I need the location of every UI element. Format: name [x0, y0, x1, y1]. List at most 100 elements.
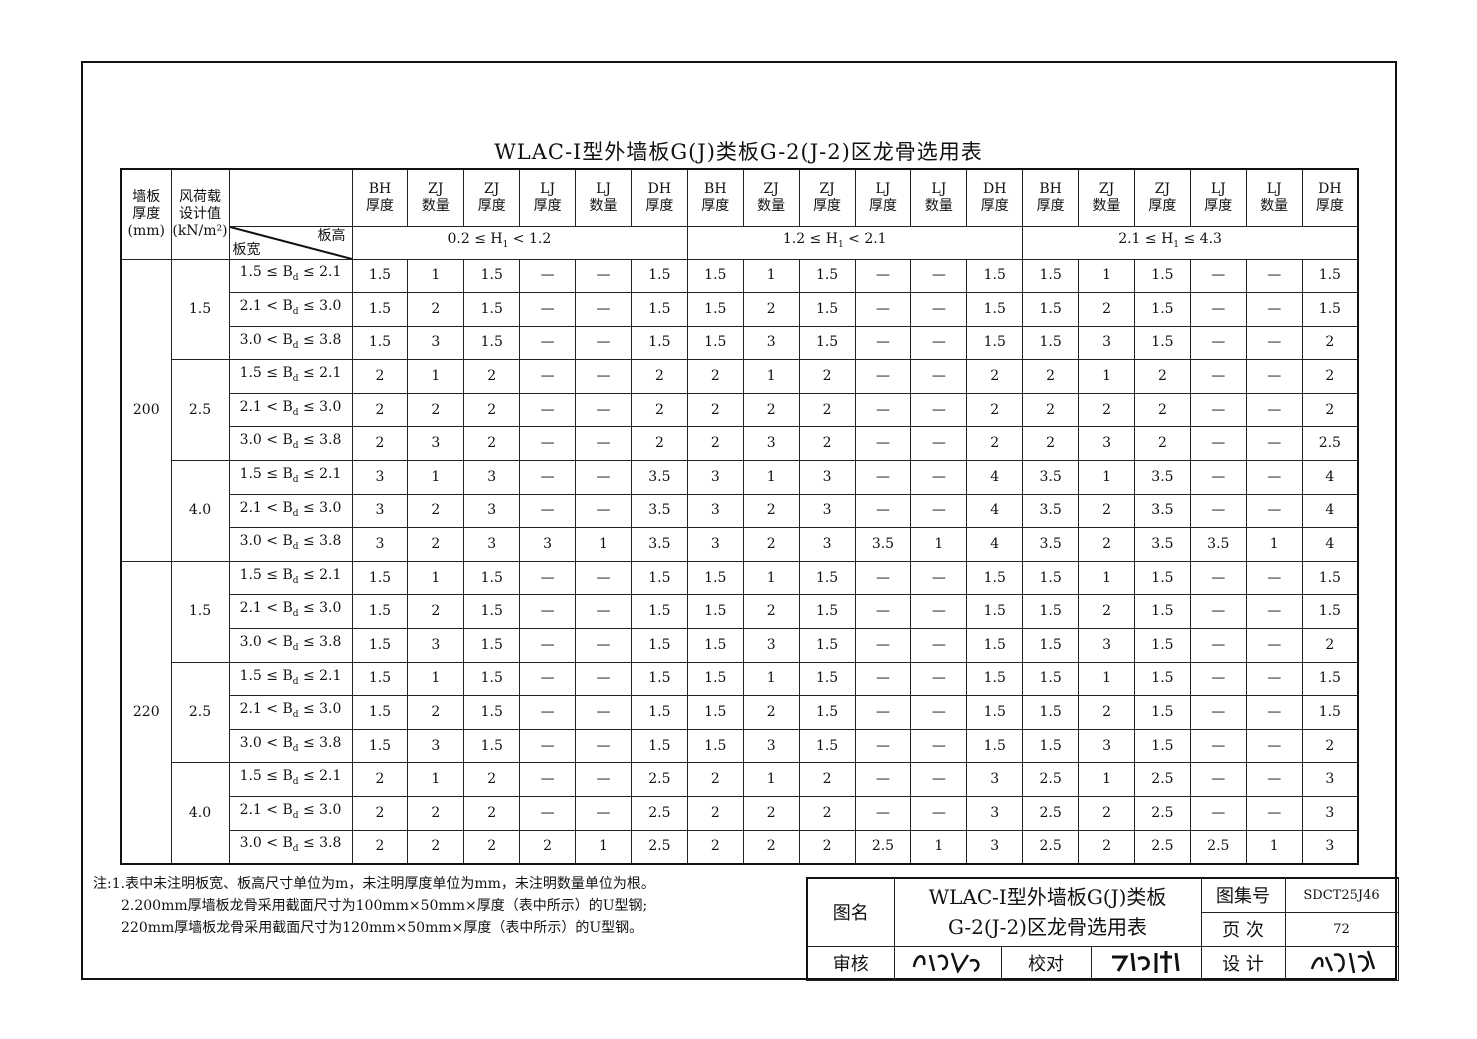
range-post: ≤ 2.1 [298, 264, 342, 281]
width-range-cell: 3.0 < Bd ≤ 3.8 [228, 628, 353, 663]
wall-thickness-cell: 200 [120, 258, 172, 562]
wind-load-cell: 1.5 [170, 560, 230, 663]
check-label: 校对 [1000, 945, 1092, 981]
value-cell: — [854, 762, 912, 797]
drawing-frame [81, 61, 1397, 980]
note-2: 2.200mm厚墙板龙骨采用截面尺寸为100mm×50mm×厚度（表中所示）的U… [121, 898, 648, 914]
range-post: ≤ 2.1 [298, 566, 342, 583]
wall-thickness-header: 墙板 厚度 (mm) [120, 168, 172, 260]
value-cell: — [910, 392, 968, 428]
value-cell: — [1245, 493, 1303, 529]
value-cell: 1 [1245, 829, 1303, 865]
range-pre: 0.2 ≤ H [447, 231, 503, 248]
value-cell: 2 [407, 493, 465, 529]
range-sub: 1 [1173, 239, 1180, 250]
range-pre: 2.1 < B [239, 398, 293, 415]
range-post: ≤ 3.8 [298, 533, 342, 550]
value-cell: 3 [686, 493, 744, 529]
table-row: 2.1 < Bd ≤ 3.0 1.5 2 1.5— —1.5 1.5 2 1.5— —1.5 1.… [121, 695, 1359, 730]
value-cell: 2 [1078, 829, 1135, 865]
value-cell: — [519, 426, 577, 462]
width-range-cell: 3.0 < Bd ≤ 3.8 [228, 426, 353, 462]
value-cell: 1.5 [463, 292, 521, 327]
value-cell: — [910, 426, 968, 462]
value-cell: 3.5 [1133, 527, 1191, 562]
value-cell: 2 [742, 829, 800, 865]
value-cell: 1.5 [798, 258, 856, 294]
value-cell: 1.5 [798, 661, 856, 697]
value-cell: 1.5 [1133, 628, 1191, 663]
value-cell: 2 [1301, 325, 1359, 361]
column-header: DH 厚度 [1301, 168, 1359, 227]
value-cell: — [1245, 560, 1303, 596]
column-header: LJ 数量 [575, 168, 632, 227]
range-pre: 1.5 ≤ B [239, 365, 293, 382]
value-cell: 4 [966, 493, 1024, 529]
column-header: ZJ 厚度 [463, 168, 521, 227]
value-cell: 3 [407, 728, 465, 764]
value-cell: 1.5 [1022, 695, 1080, 730]
value-cell: 1 [742, 661, 800, 697]
value-cell: 3 [407, 325, 465, 361]
column-code: LJ [540, 180, 556, 197]
value-cell: 2 [798, 762, 856, 797]
value-cell: 1.5 [1022, 594, 1080, 630]
range-pre: 3.0 < B [239, 533, 293, 550]
value-cell: — [519, 560, 577, 596]
value-cell: 2 [686, 359, 744, 394]
value-cell: 3.5 [1133, 460, 1191, 495]
column-attr: 数量 [1260, 197, 1289, 214]
design-signature [1284, 945, 1399, 981]
value-cell: — [1189, 426, 1247, 462]
table-row: 3.0 < Bd ≤ 3.8 2 2 2 2 1 2.5 2 2 2 2.5 1 3 2.5 2 2.5 2.5… [121, 829, 1359, 865]
value-cell: 1.5 [1301, 661, 1359, 697]
width-range-cell: 1.5 ≤ Bd ≤ 2.1 [228, 661, 353, 697]
width-range-cell: 3.0 < Bd ≤ 3.8 [228, 728, 353, 764]
range-post: ≤ 3.0 [298, 499, 342, 516]
column-code: BH [368, 180, 392, 197]
value-cell: — [1189, 460, 1247, 495]
range-pre: 1.5 ≤ B [239, 264, 293, 281]
value-cell: 1.5 [1022, 728, 1080, 764]
value-cell: 2 [407, 527, 465, 562]
value-cell: 1 [575, 829, 632, 865]
value-cell: 1.5 [1301, 560, 1359, 596]
value-cell: 1 [1078, 460, 1135, 495]
range-sub: d [292, 777, 299, 788]
value-cell: 1.5 [463, 695, 521, 730]
value-cell: 1.5 [1133, 728, 1191, 764]
column-attr: 数量 [1092, 197, 1121, 214]
column-attr: 数量 [589, 197, 618, 214]
width-range-cell: 1.5 ≤ Bd ≤ 2.1 [228, 460, 353, 495]
value-cell: 2 [407, 829, 465, 865]
table-row: 2.1 < Bd ≤ 3.0 2 2 2— —2 2 2 2— —2 2 2 2— —2 [121, 392, 1359, 428]
column-attr: 厚度 [477, 197, 506, 214]
value-cell: 2 [351, 829, 409, 865]
value-cell: 2 [1078, 594, 1135, 630]
atlas-no-label: 图集号 [1200, 877, 1286, 913]
column-attr: 厚度 [533, 197, 562, 214]
table-row: 2.1 < Bd ≤ 3.0 3 2 3— —3.5 3 2 3— —4 3.5 2 3.5— —4 [121, 493, 1359, 529]
table-row: 3.0 < Bd ≤ 3.8 1.5 3 1.5— —1.5 1.5 3 1.5— —1.5 1.… [121, 628, 1359, 663]
value-cell: — [910, 695, 968, 730]
column-header: BH 厚度 [351, 168, 409, 227]
value-cell: — [854, 560, 912, 596]
value-cell: 3.5 [630, 527, 688, 562]
range-pre: 2.1 < B [239, 701, 293, 718]
column-code: ZJ [428, 180, 444, 197]
range-pre: 2.1 < B [239, 600, 293, 617]
value-cell: 1.5 [966, 594, 1024, 630]
review-label: 审核 [806, 945, 895, 981]
column-header: BH 厚度 [686, 168, 744, 227]
width-label: 板宽 [232, 241, 261, 258]
value-cell: — [910, 762, 968, 797]
value-cell: — [854, 628, 912, 663]
column-code: LJ [875, 180, 891, 197]
value-cell: 1.5 [1133, 292, 1191, 327]
value-cell: 2 [519, 829, 577, 865]
value-cell: 3 [1301, 829, 1359, 865]
value-cell: 1.5 [1022, 325, 1080, 361]
height-range-row: 板高 板宽 0.2 ≤ H1 < 1.2 1.2 ≤ H1 < 2.1 2.1 ≤ H1… [121, 225, 1359, 260]
value-cell: 3 [742, 325, 800, 361]
value-cell: 2.5 [630, 829, 688, 865]
